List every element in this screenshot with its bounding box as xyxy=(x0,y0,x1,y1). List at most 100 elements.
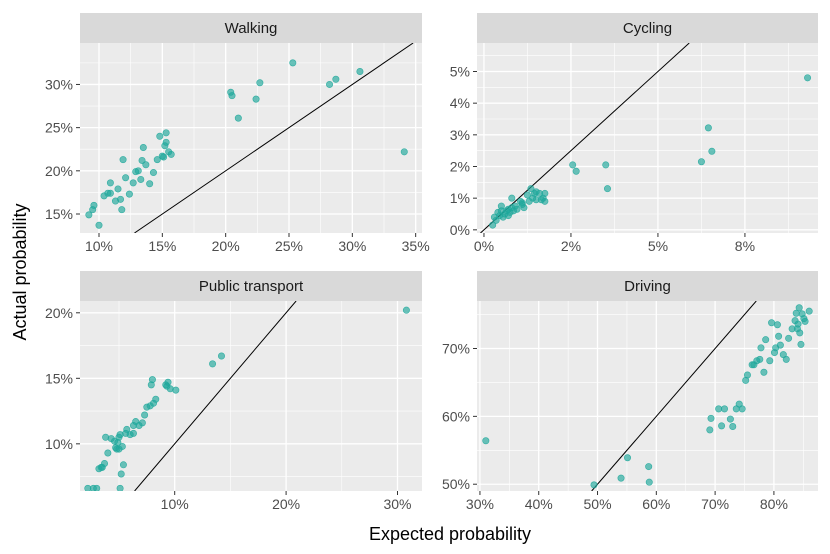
gridlines-cycling xyxy=(477,43,818,233)
data-point xyxy=(172,386,180,394)
x-tick-label: 80% xyxy=(760,496,788,512)
data-point xyxy=(256,79,264,87)
x-tick-label: 30% xyxy=(466,496,494,512)
strip-cycling xyxy=(477,13,818,43)
x-tick-label: 2% xyxy=(561,238,581,254)
panel-public-transport: Public transport 10% 20% 30% 10% 15% 20% xyxy=(45,271,422,512)
strip-label-walking: Walking xyxy=(225,20,278,37)
y-tick-label: 15% xyxy=(45,206,73,222)
data-point xyxy=(101,459,109,467)
data-point xyxy=(773,321,781,329)
strip-walking xyxy=(80,13,422,43)
data-point xyxy=(762,336,770,344)
data-point xyxy=(117,195,125,203)
data-point xyxy=(146,180,154,188)
data-point xyxy=(139,144,147,152)
y-tick-label: 10% xyxy=(45,436,73,452)
y-tick-label: 1% xyxy=(450,190,470,206)
data-point xyxy=(141,411,149,419)
gridlines-public-transport xyxy=(80,301,422,491)
data-point xyxy=(775,332,783,340)
panel-walking: Walking 10% 15% 20% 25% 30% 35% 15% 20% 25% 30% xyxy=(45,13,430,254)
plot-area-walking xyxy=(80,43,422,233)
data-point xyxy=(117,470,125,478)
data-point xyxy=(572,167,580,175)
data-point xyxy=(162,129,170,137)
x-tick-label: 10% xyxy=(85,238,113,254)
data-point xyxy=(766,357,774,365)
y-tick-label: 30% xyxy=(45,76,73,92)
reference-line-public-transport xyxy=(134,301,297,491)
data-point xyxy=(708,147,716,155)
data-point xyxy=(590,481,598,489)
data-point xyxy=(95,221,103,229)
data-point xyxy=(617,474,625,482)
plot-area-public-transport xyxy=(80,301,422,491)
data-point xyxy=(508,194,516,202)
data-point xyxy=(794,320,802,328)
data-point xyxy=(527,185,535,193)
y-tick-label: 60% xyxy=(442,408,470,424)
y-tick-label: 2% xyxy=(450,159,470,175)
data-point xyxy=(114,185,122,193)
data-point xyxy=(326,80,334,88)
data-point xyxy=(148,376,156,384)
data-point xyxy=(497,202,505,210)
data-point xyxy=(167,150,175,158)
data-point xyxy=(164,378,172,386)
data-point xyxy=(118,442,126,450)
data-point xyxy=(134,167,142,175)
data-point xyxy=(152,395,160,403)
strip-label-public-transport: Public transport xyxy=(199,278,304,295)
data-point xyxy=(90,201,98,209)
data-point xyxy=(104,449,112,457)
data-point xyxy=(119,156,127,164)
y-tick-label: 5% xyxy=(450,64,470,80)
x-tick-label: 50% xyxy=(584,496,612,512)
y-tick-label: 4% xyxy=(450,95,470,111)
x-tick-label: 70% xyxy=(701,496,729,512)
data-point xyxy=(400,148,408,156)
data-point xyxy=(704,124,712,132)
data-point xyxy=(726,415,734,423)
data-point xyxy=(782,355,790,363)
data-point xyxy=(129,429,137,437)
data-point xyxy=(252,95,260,103)
points-cycling xyxy=(489,74,812,229)
data-point xyxy=(356,68,364,76)
data-point xyxy=(482,437,490,445)
data-point xyxy=(729,423,737,431)
data-point xyxy=(209,360,217,368)
data-point xyxy=(153,156,161,164)
data-point xyxy=(757,344,765,352)
data-point xyxy=(707,414,715,422)
y-tick-label: 25% xyxy=(45,120,73,136)
data-point xyxy=(804,74,812,82)
points-driving xyxy=(482,304,813,489)
data-point xyxy=(624,454,632,462)
data-point xyxy=(603,185,611,193)
data-point xyxy=(801,317,809,325)
data-point xyxy=(776,341,784,349)
data-point xyxy=(234,114,242,122)
data-point xyxy=(760,368,768,376)
data-point xyxy=(142,161,150,169)
panel-driving: Driving 30% 40% 50% 60% 70% 80% 50% 60% 70% xyxy=(442,271,818,512)
data-point xyxy=(125,190,133,198)
y-tick-label: 15% xyxy=(45,370,73,386)
data-point xyxy=(513,205,521,213)
data-point xyxy=(122,174,130,182)
x-axis-title: Expected probability xyxy=(369,524,531,544)
x-tick-label: 20% xyxy=(212,238,240,254)
y-axis-title: Actual probability xyxy=(10,203,30,340)
data-point xyxy=(706,426,714,434)
y-tick-label: 0% xyxy=(450,222,470,238)
y-tick-label: 70% xyxy=(442,341,470,357)
data-point xyxy=(541,197,549,205)
data-point xyxy=(123,425,131,433)
data-point xyxy=(137,175,145,183)
y-tick-label: 3% xyxy=(450,127,470,143)
data-point xyxy=(106,179,114,187)
data-point xyxy=(289,59,297,67)
points-public-transport xyxy=(84,306,410,491)
